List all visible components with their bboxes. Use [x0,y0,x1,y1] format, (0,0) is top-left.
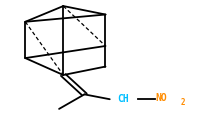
Text: NO: NO [156,93,167,103]
Text: CH: CH [117,94,129,104]
Text: 2: 2 [181,98,185,107]
